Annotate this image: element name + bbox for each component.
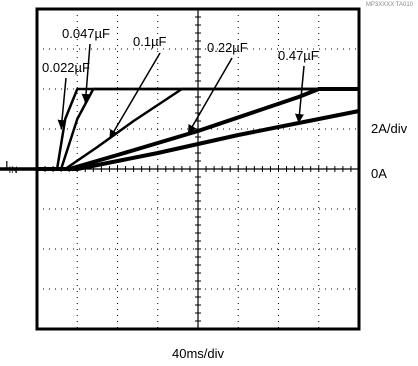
y-axis-label-main: I (5, 158, 9, 173)
annotation-arrow (57, 77, 67, 130)
y-axis-label: IIN (5, 158, 18, 175)
annotation-arrow (81, 43, 91, 104)
figure-id: MP3XXXX TA010 (366, 2, 414, 8)
annotation-label-0.1uF: 0.1µF (133, 34, 167, 49)
y-scale-label: 2A/div (371, 121, 408, 136)
y-axis-label-sub: IN (9, 165, 18, 175)
annotation-label-0.022uF: 0.022µF (42, 60, 90, 75)
zero-level-label: 0A (371, 166, 387, 181)
annotation-arrows (57, 43, 305, 140)
x-axis-label: 40ms/div (172, 346, 225, 361)
annotation-label-0.047uF: 0.047µF (62, 26, 110, 41)
annotation-arrow (294, 65, 305, 124)
annotation-label-0.47uF: 0.47µF (278, 48, 319, 63)
annotation-arrow (108, 52, 161, 140)
annotation-label-0.22uF: 0.22µF (207, 40, 248, 55)
annotation-arrow (187, 57, 233, 135)
